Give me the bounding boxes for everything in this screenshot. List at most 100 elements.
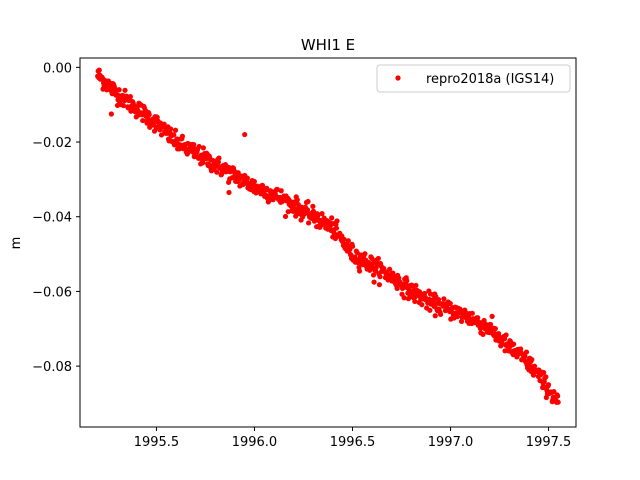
- x-tick-label: 1997.0: [428, 435, 474, 450]
- data-point: [541, 369, 547, 376]
- data-point: [334, 218, 340, 224]
- data-point: [304, 207, 311, 213]
- data-point: [480, 331, 486, 337]
- data-point: [350, 243, 356, 249]
- data-point: [140, 117, 146, 124]
- legend-box: [376, 64, 571, 93]
- data-point: [543, 374, 549, 380]
- data-point: [282, 213, 289, 220]
- data-point: [545, 382, 552, 388]
- data-point: [401, 295, 407, 301]
- data-point: [511, 341, 517, 347]
- data-point: [531, 363, 538, 369]
- data-point: [171, 132, 177, 138]
- legend: repro2018a (IGS14): [376, 64, 571, 93]
- plot-area: [80, 58, 576, 427]
- chart-title: WHI1 E: [301, 36, 355, 54]
- y-tick-label: −0.08: [32, 360, 72, 375]
- data-point: [158, 132, 165, 138]
- data-point: [502, 348, 508, 354]
- data-point: [294, 197, 300, 203]
- data-point: [503, 332, 509, 338]
- y-axis-label: m: [9, 237, 24, 250]
- data-point: [475, 315, 481, 321]
- data-point: [168, 126, 174, 132]
- data-point: [120, 102, 127, 109]
- data-point: [333, 225, 340, 231]
- data-point: [122, 87, 128, 93]
- x-axis: 1995.5 1996.0 1996.5 1997.0 1997.5: [134, 427, 572, 450]
- data-point: [394, 285, 400, 292]
- data-point: [116, 87, 122, 93]
- data-point: [305, 220, 312, 226]
- data-point: [376, 282, 383, 288]
- data-point: [387, 266, 393, 272]
- data-point: [377, 274, 383, 280]
- x-tick-label: 1997.5: [526, 435, 572, 450]
- data-point: [216, 155, 222, 161]
- x-tick-label: 1995.5: [134, 435, 180, 450]
- y-tick-label: −0.02: [32, 136, 72, 151]
- data-point: [345, 238, 351, 244]
- data-point: [370, 272, 377, 278]
- data-point: [315, 213, 321, 219]
- data-point: [447, 300, 453, 307]
- data-point: [369, 255, 375, 261]
- data-point: [441, 296, 447, 302]
- legend-label-repro2018a: repro2018a (IGS14): [426, 72, 554, 87]
- data-point: [551, 388, 557, 395]
- data-point: [341, 236, 347, 242]
- data-point: [214, 169, 220, 175]
- data-point: [432, 313, 438, 319]
- data-point: [226, 189, 232, 196]
- data-point: [200, 160, 206, 166]
- data-point: [362, 251, 368, 257]
- data-point: [404, 278, 410, 284]
- data-point: [108, 111, 114, 117]
- data-point: [371, 279, 377, 285]
- data-point: [356, 268, 363, 274]
- data-point: [526, 367, 532, 373]
- data-point: [242, 131, 248, 138]
- data-point: [427, 307, 433, 313]
- y-tick-label: −0.04: [32, 211, 72, 226]
- x-tick-label: 1996.5: [330, 435, 376, 450]
- plot-frame: [79, 57, 577, 428]
- data-point: [375, 255, 381, 262]
- data-point: [200, 145, 206, 151]
- data-point: [310, 208, 317, 214]
- data-point: [412, 298, 418, 305]
- data-point: [244, 175, 250, 181]
- data-point: [127, 94, 133, 100]
- data-point: [555, 399, 561, 405]
- data-point: [235, 170, 241, 176]
- data-point: [458, 318, 465, 324]
- data-points-layer: [95, 67, 561, 405]
- data-point: [310, 203, 316, 209]
- legend-marker: [395, 75, 401, 81]
- data-point: [438, 311, 444, 318]
- data-point: [523, 349, 530, 355]
- data-point: [191, 142, 197, 148]
- data-point: [529, 357, 535, 363]
- y-tick-label: −0.06: [32, 285, 72, 300]
- data-point: [196, 143, 202, 150]
- data-point: [96, 67, 102, 73]
- data-point: [396, 275, 402, 281]
- data-point: [305, 198, 311, 205]
- data-point: [487, 321, 494, 328]
- data-point: [492, 326, 498, 332]
- data-point: [489, 313, 495, 319]
- data-point: [469, 310, 475, 316]
- data-point: [251, 178, 257, 185]
- y-axis: 0.00 −0.02 −0.04 −0.06 −0.08: [32, 61, 80, 375]
- data-point: [174, 136, 180, 142]
- data-point: [215, 159, 222, 165]
- data-point: [522, 353, 528, 359]
- data-point: [135, 107, 141, 114]
- data-point: [329, 215, 335, 221]
- data-point: [319, 211, 325, 217]
- data-point: [413, 282, 419, 289]
- data-point: [278, 188, 284, 194]
